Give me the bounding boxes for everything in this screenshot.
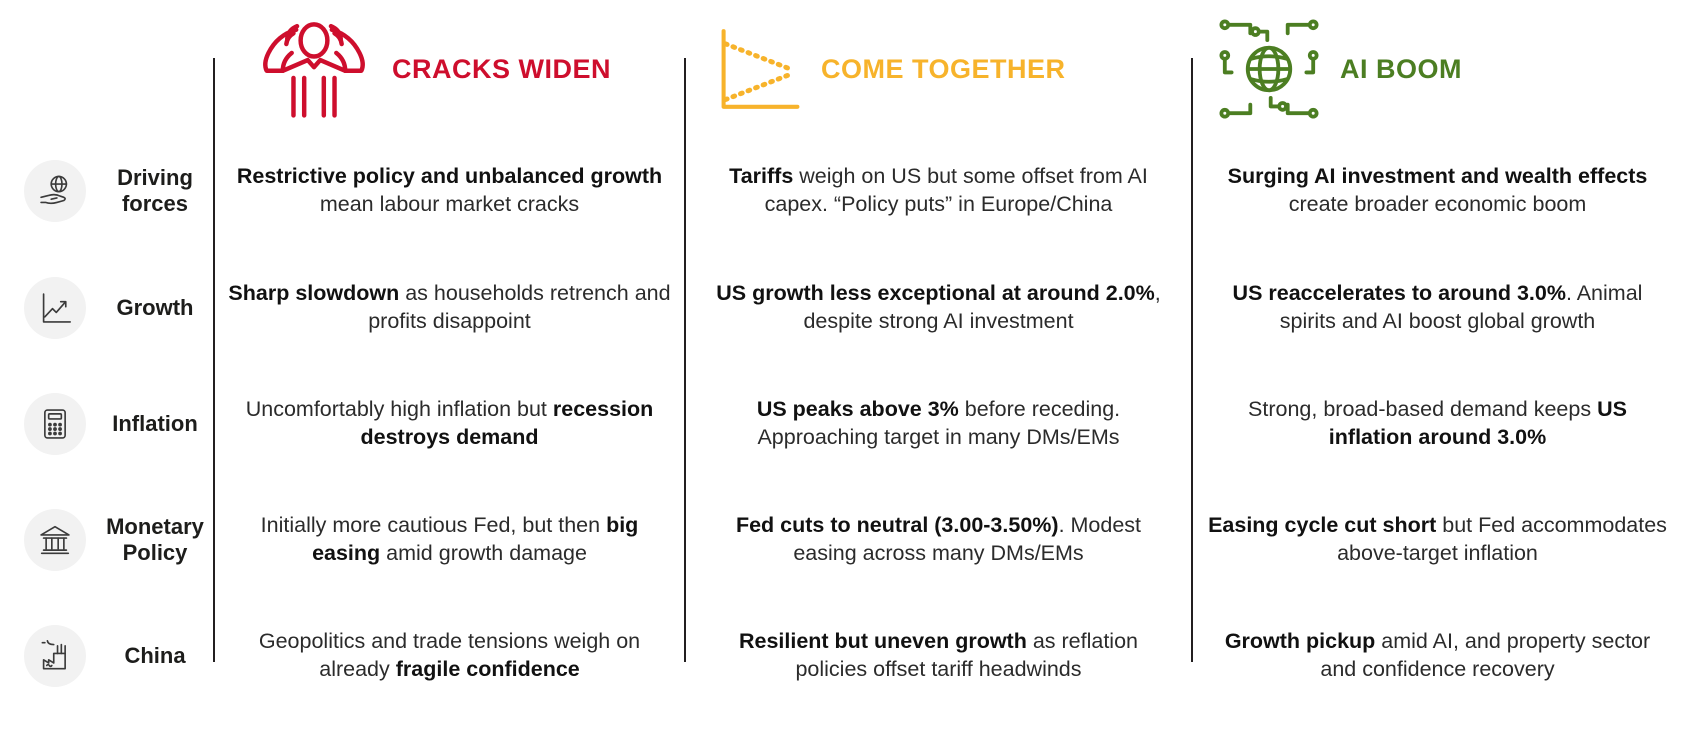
- cell-inflation-cracks-widen: Uncomfortably high inflation but recessi…: [245, 397, 660, 449]
- divider-labels-col1: [213, 58, 215, 662]
- cell-china-come-together: Resilient but uneven growth as reflation…: [738, 629, 1144, 681]
- hand-globe-icon: [24, 160, 86, 222]
- row-label-monetary-policy: Monetary Policy: [0, 482, 214, 598]
- header-spacer: [0, 0, 214, 132]
- converging-lines-chart-icon: [711, 23, 801, 115]
- row-label-text: China: [124, 642, 186, 668]
- divider-col2-col3: [1191, 58, 1193, 662]
- bank-icon: [24, 509, 86, 571]
- scenario-header-ai-boom: AI BOOM: [1192, 0, 1683, 132]
- cell-china-ai-boom: Growth pickup amid AI, and property sect…: [1224, 629, 1657, 681]
- ai-globe-circuit-icon: [1218, 18, 1320, 120]
- row-label-inflation: Inflation: [0, 366, 214, 482]
- scenario-title: COME TOGETHER: [821, 53, 1066, 84]
- scenario-header-come-together: COME TOGETHER: [685, 0, 1192, 132]
- cell-driving-forces-cracks-widen: Restrictive policy and unbalanced growth…: [236, 164, 669, 216]
- cell-growth-cracks-widen: Sharp slowdown as households retrench an…: [228, 281, 677, 333]
- row-label-growth: Growth: [0, 250, 214, 366]
- row-label-china: China: [0, 598, 214, 714]
- scenario-title: AI BOOM: [1340, 53, 1462, 84]
- row-label-text: Driving forces: [117, 164, 193, 216]
- cell-driving-forces-ai-boom: Surging AI investment and wealth effects…: [1227, 164, 1654, 216]
- row-label-text: Inflation: [112, 410, 198, 436]
- cell-inflation-ai-boom: Strong, broad-based demand keeps US infl…: [1248, 397, 1633, 449]
- cell-monetary-policy-come-together: Fed cuts to neutral (3.00-3.50%). Modest…: [735, 513, 1147, 565]
- calculator-icon: [24, 393, 86, 455]
- row-label-text: Growth: [116, 294, 194, 320]
- scenario-title: CRACKS WIDEN: [392, 53, 611, 84]
- divider-col1-col2: [684, 58, 686, 662]
- scenario-header-cracks-widen: CRACKS WIDEN: [214, 0, 685, 132]
- cell-monetary-policy-ai-boom: Easing cycle cut short but Fed accommoda…: [1208, 513, 1673, 565]
- cell-driving-forces-come-together: Tariffs weigh on US but some offset from…: [729, 164, 1154, 216]
- stressed-person-icon: [256, 18, 372, 120]
- cell-growth-ai-boom: US reaccelerates to around 3.0%. Animal …: [1232, 281, 1649, 333]
- row-label-driving-forces: Driving forces: [0, 132, 214, 250]
- row-label-text: Monetary Policy: [106, 513, 204, 565]
- cell-monetary-policy-cracks-widen: Initially more cautious Fed, but then bi…: [260, 513, 645, 565]
- cell-inflation-come-together: US peaks above 3% before receding. Appro…: [756, 397, 1125, 449]
- cell-china-cracks-widen: Geopolitics and trade tensions weigh on …: [258, 629, 647, 681]
- cell-growth-come-together: US growth less exceptional at around 2.0…: [716, 281, 1167, 333]
- growth-chart-icon: [24, 277, 86, 339]
- factory-icon: [24, 625, 86, 687]
